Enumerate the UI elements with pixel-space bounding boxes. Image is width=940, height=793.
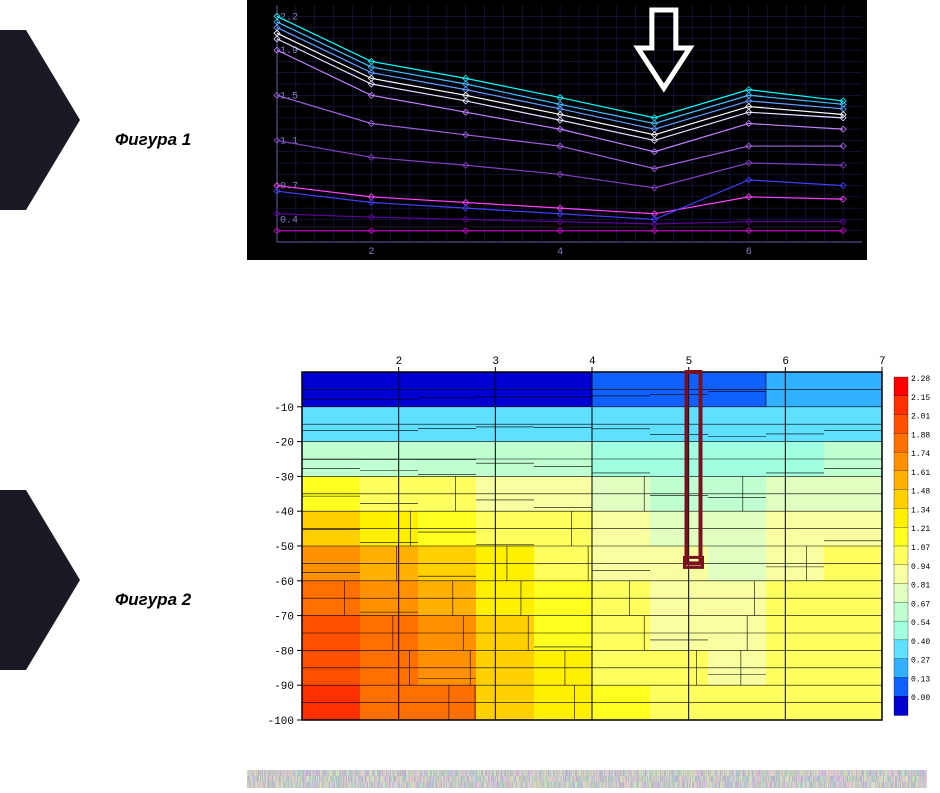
svg-text:-90: -90 xyxy=(274,681,294,693)
line-chart: 0.40.71.11.51.92.2246 xyxy=(247,0,867,260)
contour-chart-svg: 2 3 4 5 6 7 -10 -20 -30 -40 -50 -60 -70 -80 -90 -100 2.2… xyxy=(247,350,937,730)
svg-text:1.34: 1.34 xyxy=(911,506,930,515)
svg-text:1.61: 1.61 xyxy=(911,469,930,478)
svg-text:0.27: 0.27 xyxy=(911,657,930,666)
line-chart-svg: 0.40.71.11.51.92.2246 xyxy=(247,0,867,260)
svg-text:1.88: 1.88 xyxy=(911,431,930,440)
svg-text:-30: -30 xyxy=(274,472,294,484)
svg-text:1.74: 1.74 xyxy=(911,450,930,459)
svg-text:5: 5 xyxy=(686,356,693,368)
svg-text:1.48: 1.48 xyxy=(911,488,930,497)
svg-text:2.01: 2.01 xyxy=(911,413,930,422)
svg-text:0.94: 0.94 xyxy=(911,563,930,572)
svg-text:0.81: 0.81 xyxy=(911,582,930,591)
svg-text:-60: -60 xyxy=(274,577,294,589)
svg-text:1.21: 1.21 xyxy=(911,525,930,534)
svg-text:-40: -40 xyxy=(274,507,294,519)
svg-text:4: 4 xyxy=(557,247,563,258)
svg-text:1.07: 1.07 xyxy=(911,544,930,553)
svg-text:-80: -80 xyxy=(274,646,294,658)
figure-1-label: Фигура 1 xyxy=(115,130,191,150)
svg-text:6: 6 xyxy=(746,247,752,258)
svg-text:0.00: 0.00 xyxy=(911,694,930,703)
svg-text:2.28: 2.28 xyxy=(911,375,930,384)
noise-strip-svg xyxy=(247,770,927,788)
svg-text:0.67: 0.67 xyxy=(911,600,930,609)
svg-text:-100: -100 xyxy=(268,716,294,728)
svg-text:2: 2 xyxy=(396,356,403,368)
contour-chart: 2 3 4 5 6 7 -10 -20 -30 -40 -50 -60 -70 -80 -90 -100 2.2… xyxy=(247,350,937,730)
figure-2-label: Фигура 2 xyxy=(115,590,191,610)
svg-text:0.4: 0.4 xyxy=(280,215,298,226)
noise-strip xyxy=(247,770,927,788)
svg-text:4: 4 xyxy=(589,356,596,368)
svg-text:0.40: 0.40 xyxy=(911,638,930,647)
svg-text:-10: -10 xyxy=(274,403,294,415)
svg-text:0.13: 0.13 xyxy=(911,675,930,684)
arrow-marker-1 xyxy=(0,30,80,210)
arrow-marker-2 xyxy=(0,490,80,670)
svg-text:3: 3 xyxy=(492,356,499,368)
svg-text:-20: -20 xyxy=(274,438,294,450)
svg-text:-50: -50 xyxy=(274,542,294,554)
svg-text:2.15: 2.15 xyxy=(911,394,930,403)
svg-text:0.54: 0.54 xyxy=(911,619,930,628)
svg-text:2: 2 xyxy=(368,247,374,258)
svg-text:-70: -70 xyxy=(274,612,294,624)
svg-text:7: 7 xyxy=(879,356,886,368)
svg-text:6: 6 xyxy=(782,356,789,368)
